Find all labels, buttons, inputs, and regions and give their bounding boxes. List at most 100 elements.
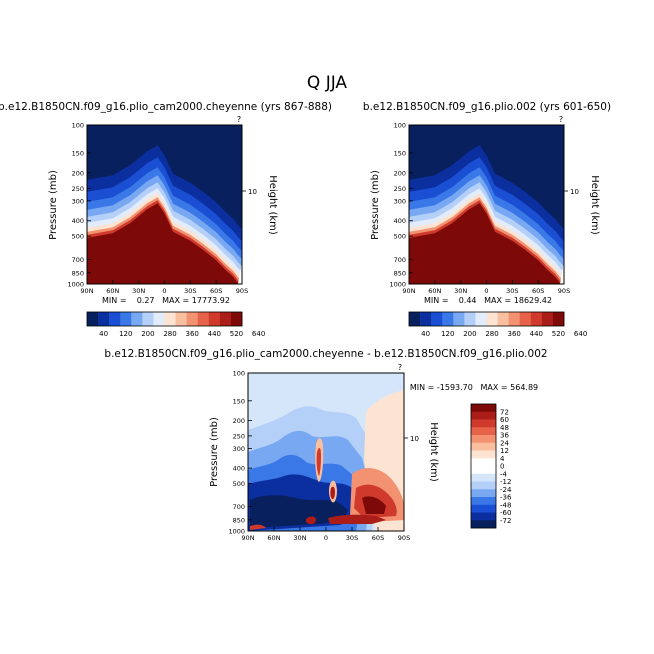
panel-a-x-tick-label: 0 <box>162 287 166 295</box>
panel-a-y-tick-label: 150 <box>72 149 84 157</box>
panel-a-x-tick-label: 60N <box>106 287 119 295</box>
panel-a-colorbar-swatch <box>164 312 176 326</box>
panel-c-colorbar-label: 36 <box>500 432 509 440</box>
panel-a-field <box>87 125 242 284</box>
panel-b-colorbar-swatch <box>464 312 476 326</box>
panel-a-colorbar-swatch <box>208 312 221 326</box>
panel-c-colorbar-label: -4 <box>500 470 508 478</box>
diff-south-positive-max <box>362 496 386 514</box>
panel-a-corner-label: ? <box>237 115 241 124</box>
panel-a-x-tick-label: 90N <box>80 287 93 295</box>
panel-c-colorbar-label: -24 <box>500 486 512 494</box>
panel-c-x-tick-label: 0 <box>324 534 328 542</box>
panel-c-colorbar-swatch <box>471 411 496 420</box>
panel-c-title: b.e12.B1850CN.f09_g16.plio_cam2000.cheye… <box>104 348 547 360</box>
panel-b-y-tick-label: 200 <box>394 169 406 177</box>
panel-b-y-tick-label: 300 <box>394 197 406 205</box>
panel-b-y-tick-label: 150 <box>394 149 406 157</box>
panel-a-y-tick-label: 850 <box>72 269 84 277</box>
panel-a-y-tick-label: 250 <box>72 185 84 193</box>
diff-plume-1-core <box>316 447 321 476</box>
panel-c-colorbar-swatch <box>471 435 496 444</box>
panel-b-colorbar-swatch <box>508 312 521 326</box>
panel-a-right-tick-label: 10 <box>248 188 257 196</box>
panel-b-y-tick-label: 850 <box>394 269 406 277</box>
panel-a-colorbar-swatch <box>197 312 210 326</box>
panel-c-y-axis-label: Pressure (mb) <box>209 417 220 487</box>
panel-a-colorbar-swatch <box>98 312 110 326</box>
diff-plume-2-core <box>330 486 335 500</box>
panel-b-colorbar-label: 40 <box>421 330 430 338</box>
panel-a-colorbar-swatch <box>175 312 187 326</box>
panel-c-colorbar-frame <box>470 403 497 529</box>
panel-a-moisture-core <box>87 203 242 284</box>
panel-a-x-tick-label: 60S <box>210 287 222 295</box>
panel-a-colorbar-label: 280 <box>163 330 176 338</box>
panel-c: b.e12.B1850CN.f09_g16.plio_cam2000.cheye… <box>104 348 547 542</box>
panel-c-colorbar-swatch <box>471 458 496 467</box>
panel-c-x-tick-label: 60N <box>267 534 280 542</box>
panel-c-x-tick-label: 90S <box>398 534 410 542</box>
panel-c-x-tick-label: 30N <box>293 534 306 542</box>
panel-b-colorbar-label: 360 <box>507 330 520 338</box>
panel-c-colorbar-swatch <box>471 489 496 498</box>
panel-b-x-tick-label: 60S <box>532 287 544 295</box>
panel-a-colorbar-swatch <box>153 312 165 326</box>
panel-a-colorbar-label: 200 <box>141 330 154 338</box>
panel-b-y-axis-label: Pressure (mb) <box>370 170 381 240</box>
panel-b-x-tick-label: 30S <box>506 287 518 295</box>
panel-b-colorbar-frame <box>408 311 565 327</box>
panel-a-colorbar-swatch <box>230 312 243 326</box>
panel-c-right-axis-label: Height (km) <box>428 422 439 482</box>
panel-a-colorbar-swatch <box>120 312 132 326</box>
panel-c-x-tick-label: 30S <box>346 534 358 542</box>
panel-a: b.e12.B1850CN.f09_g16.plio_cam2000.cheye… <box>0 101 332 338</box>
panel-c-y-tick-label: 300 <box>233 445 245 453</box>
panel-b-ylabel: Pressure (mb) <box>370 170 381 240</box>
panel-c-field <box>248 373 404 531</box>
panel-b-title: b.e12.B1850CN.f09_g16.plio.002 (yrs 601-… <box>363 101 611 113</box>
panel-b-colorbar-swatch <box>431 312 443 326</box>
panel-b-colorbar-swatch <box>530 312 543 326</box>
panel-c-colorbar-label: 48 <box>500 424 509 432</box>
panel-b-x-tick-label: 60N <box>428 287 441 295</box>
panel-a-right-axis-label: Height (km) <box>267 175 278 235</box>
panel-b-colorbar-swatch <box>453 312 465 326</box>
panel-c-right-tick-label: 10 <box>410 435 419 443</box>
panel-c-y-tick-label: 250 <box>233 432 245 440</box>
panel-a-colorbar-label: 40 <box>99 330 108 338</box>
panel-b-colorbar-swatch <box>409 312 421 326</box>
page-title: Q JJA <box>307 73 348 93</box>
panel-b-colorbar-swatch <box>541 312 554 326</box>
panel-a-colorbar-swatch <box>142 312 154 326</box>
panel-b-terrain-gap <box>560 262 564 284</box>
panel-c-y-tick-label: 200 <box>233 417 245 425</box>
panel-c-y-tick-label: 700 <box>233 503 245 511</box>
panel-c-colorbar-label: 60 <box>500 416 509 424</box>
panel-a-colorbar-label: 440 <box>208 330 221 338</box>
panel-b-colorbar-swatch <box>552 312 565 326</box>
panel-b-y-tick-label: 400 <box>394 217 406 225</box>
panel-a-colorbar-label: 360 <box>185 330 198 338</box>
panel-b-colorbar-swatch <box>519 312 532 326</box>
panel-c-y-tick-label: 150 <box>233 397 245 405</box>
panel-b-colorbar-swatch <box>497 312 509 326</box>
panel-b-colorbar-label: 200 <box>463 330 476 338</box>
panel-b-right-axis-label: Height (km) <box>589 175 600 235</box>
panel-c-colorbar-label: 0 <box>500 463 504 471</box>
panel-c-colorbar-swatch <box>471 427 496 436</box>
panel-b-colorbar: 40 120 200 280 360 440 520 640 <box>408 311 587 338</box>
panel-c-colorbar-swatch <box>471 404 496 413</box>
panel-b-ylabel-right: Height (km) <box>589 175 600 235</box>
panel-c-x-tick-label: 60S <box>372 534 384 542</box>
panel-b-colorbar-label: 440 <box>530 330 543 338</box>
panel-b-y-tick-label: 700 <box>394 256 406 264</box>
panel-a-y-tick-label: 700 <box>72 256 84 264</box>
panel-c-colorbar-label: -48 <box>500 501 511 509</box>
panel-b-x-tick-label: 90N <box>402 287 415 295</box>
panel-b-y-tick-label: 1000 <box>389 281 406 289</box>
panel-c-colorbar-label: -72 <box>500 517 511 525</box>
diff-surface-edge <box>250 524 266 530</box>
